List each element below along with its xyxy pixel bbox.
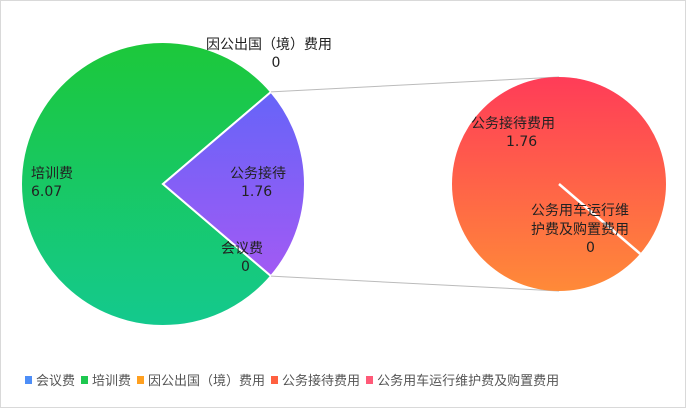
label-car-value: 0: [586, 240, 595, 256]
label-training-name: 培训费: [31, 166, 73, 182]
legend-swatch: [137, 375, 145, 384]
label-meeting-value: 0: [241, 259, 250, 275]
label-other-name: 公务接待: [230, 165, 286, 182]
label-other-value: 1.76: [241, 184, 272, 200]
legend-label: 培训费: [92, 374, 132, 389]
slice-training: [20, 41, 273, 327]
legend: 会议费 培训费 因公出国（境）费用 公务接待费用 公务用车运行维护费及购置费用: [25, 370, 559, 389]
legend-label: 会议费: [36, 374, 76, 389]
connector-top: [271, 76, 560, 93]
legend-label: 公务接待费用: [282, 374, 361, 389]
legend-item[interactable]: 培训费: [81, 370, 131, 389]
legend-item[interactable]: 公务接待费用: [271, 370, 360, 389]
label-abroad-name: 因公出国（境）费用: [206, 37, 332, 53]
legend-item[interactable]: 会议费: [25, 370, 75, 389]
label-reception-name: 公务接待费用: [471, 115, 555, 132]
label-car-line1: 公务用车运行维: [531, 202, 629, 219]
legend-label: 因公出国（境）费用: [148, 374, 266, 389]
label-reception-value: 1.76: [506, 134, 537, 150]
legend-swatch: [366, 375, 374, 384]
legend-item[interactable]: 公务用车运行维护费及购置费用: [366, 370, 559, 389]
label-meeting-name: 会议费: [221, 241, 263, 257]
label-abroad-value: 0: [272, 55, 281, 71]
legend-item[interactable]: 因公出国（境）费用: [137, 370, 265, 389]
legend-swatch: [271, 375, 279, 384]
connector-bottom: [271, 275, 560, 292]
label-car-line2: 护费及购置费用: [531, 222, 629, 238]
slice-other: [161, 90, 306, 278]
legend-label: 公务用车运行维护费及购置费用: [377, 374, 560, 389]
slice-car: [558, 183, 641, 255]
legend-swatch: [81, 375, 89, 384]
label-training-value: 6.07: [31, 184, 62, 200]
legend-swatch: [25, 375, 32, 384]
